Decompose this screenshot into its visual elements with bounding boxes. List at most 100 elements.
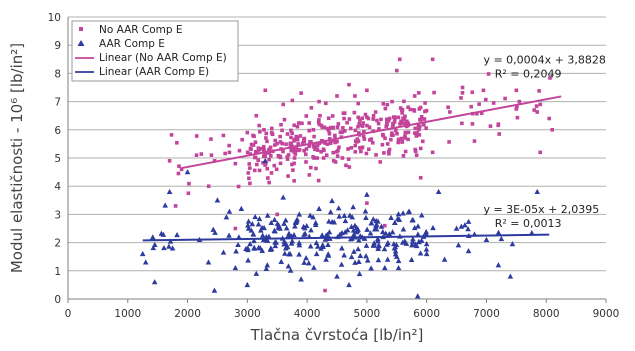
data-point-aar <box>264 262 271 268</box>
data-point-no-aar <box>397 57 402 62</box>
data-point-no-aar <box>335 94 339 98</box>
data-point-aar <box>379 228 386 235</box>
data-point-no-aar <box>259 146 263 151</box>
data-point-no-aar <box>233 161 238 166</box>
data-point-no-aar <box>194 134 199 138</box>
data-point-no-aar <box>300 141 305 146</box>
data-point-no-aar <box>353 128 358 133</box>
data-point-aar <box>395 264 402 271</box>
data-point-no-aar <box>167 159 172 163</box>
data-point-no-aar <box>422 117 427 121</box>
data-point-no-aar <box>534 104 539 108</box>
data-point-no-aar <box>263 88 268 93</box>
data-point-aar <box>348 253 355 260</box>
data-point-no-aar <box>278 155 283 160</box>
data-point-aar <box>214 197 221 203</box>
data-point-no-aar <box>258 129 262 134</box>
legend-marker-aar <box>77 40 85 46</box>
data-point-aar <box>275 224 282 230</box>
data-point-no-aar <box>248 166 252 170</box>
legend-label-aar: AAR Comp E <box>99 38 165 50</box>
data-point-no-aar <box>292 156 297 160</box>
data-point-no-aar <box>317 122 322 127</box>
data-point-aar <box>281 238 288 244</box>
data-point-no-aar <box>269 171 274 175</box>
data-point-no-aar <box>532 108 537 112</box>
data-point-no-aar <box>331 125 336 130</box>
data-point-no-aar <box>470 90 475 95</box>
data-point-no-aar <box>331 159 336 163</box>
data-point-aar <box>326 229 333 235</box>
data-point-no-aar <box>199 152 204 156</box>
data-point-aar <box>462 222 468 228</box>
data-point-aar <box>400 210 406 216</box>
data-point-aar <box>220 249 227 255</box>
x-tick-label: 1000 <box>114 308 141 320</box>
data-point-aar <box>149 234 156 240</box>
data-point-no-aar <box>269 126 274 131</box>
data-point-no-aar <box>262 148 266 152</box>
data-point-aar <box>272 242 279 249</box>
data-point-no-aar <box>324 153 329 157</box>
data-point-no-aar <box>547 116 552 121</box>
data-point-no-aar <box>322 125 327 130</box>
data-point-no-aar <box>496 123 501 128</box>
data-point-aar <box>495 262 502 268</box>
data-point-no-aar <box>371 113 376 118</box>
data-point-aar <box>296 211 303 217</box>
data-point-no-aar <box>273 143 277 147</box>
data-point-no-aar <box>267 148 272 153</box>
data-point-aar <box>268 219 275 226</box>
x-tick-label: 7000 <box>473 308 500 320</box>
data-point-aar <box>278 258 285 264</box>
data-point-aar <box>281 241 287 247</box>
data-point-no-aar <box>374 153 378 157</box>
data-point-no-aar <box>365 201 369 205</box>
data-point-no-aar <box>387 147 392 152</box>
data-point-no-aar <box>393 128 398 133</box>
data-point-no-aar <box>173 204 178 208</box>
data-point-no-aar <box>318 113 322 118</box>
data-point-no-aar <box>304 147 309 151</box>
data-point-no-aar <box>406 121 411 126</box>
data-point-no-aar <box>341 111 346 115</box>
data-point-no-aar <box>249 142 254 147</box>
x-axis-title: Tlačna čvrstoća [lb/in²] <box>250 326 424 344</box>
y-tick-label: 10 <box>48 12 61 24</box>
data-point-aar <box>507 273 514 279</box>
data-point-no-aar <box>309 140 313 144</box>
data-point-no-aar <box>280 141 285 146</box>
data-point-aar <box>301 259 307 265</box>
x-tick-label: 3000 <box>234 308 261 320</box>
data-point-aar <box>296 251 302 257</box>
data-point-no-aar <box>403 149 408 154</box>
data-point-aar <box>415 239 422 245</box>
data-point-no-aar <box>337 145 341 150</box>
data-point-no-aar <box>417 127 421 132</box>
data-point-aar <box>226 232 232 238</box>
data-point-no-aar <box>403 134 407 139</box>
data-point-no-aar <box>327 131 332 136</box>
data-point-aar <box>413 242 420 249</box>
data-point-no-aar <box>387 151 391 156</box>
data-point-no-aar <box>345 120 349 125</box>
data-point-no-aar <box>291 146 296 150</box>
data-point-no-aar <box>418 105 423 110</box>
data-point-no-aar <box>365 88 369 93</box>
legend-label-linear-no-aar: Linear (No AAR Comp E) <box>99 52 227 64</box>
data-point-no-aar <box>342 116 346 121</box>
data-point-no-aar <box>303 152 308 157</box>
data-point-no-aar <box>469 104 474 109</box>
data-point-aar <box>455 242 462 248</box>
data-point-no-aar <box>332 138 337 143</box>
data-point-no-aar <box>270 132 275 136</box>
data-point-no-aar <box>369 137 374 141</box>
data-point-no-aar <box>315 156 320 160</box>
data-point-aar <box>226 208 233 214</box>
data-point-no-aar <box>323 141 327 145</box>
data-point-aar <box>261 224 267 231</box>
legend: No AAR Comp E AAR Comp E Linear (No AAR … <box>71 20 239 82</box>
data-point-no-aar <box>373 110 378 114</box>
data-point-no-aar <box>307 128 312 133</box>
